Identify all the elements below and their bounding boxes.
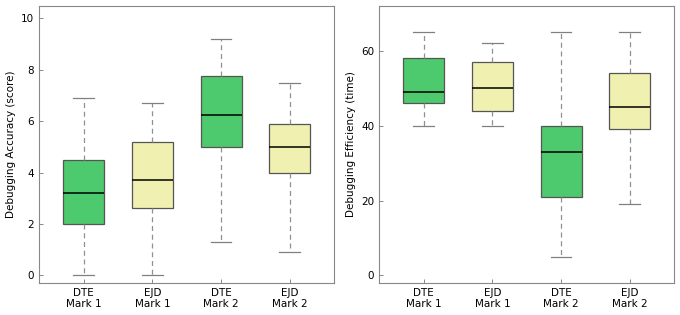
Y-axis label: Debugging Efficiency (time): Debugging Efficiency (time) — [345, 71, 356, 217]
PathPatch shape — [269, 124, 310, 173]
PathPatch shape — [63, 160, 104, 224]
PathPatch shape — [132, 142, 173, 209]
PathPatch shape — [201, 76, 241, 147]
PathPatch shape — [472, 62, 513, 111]
PathPatch shape — [541, 125, 581, 197]
PathPatch shape — [403, 58, 444, 103]
Y-axis label: Debugging Accuracy (score): Debugging Accuracy (score) — [5, 71, 16, 218]
PathPatch shape — [609, 73, 650, 129]
